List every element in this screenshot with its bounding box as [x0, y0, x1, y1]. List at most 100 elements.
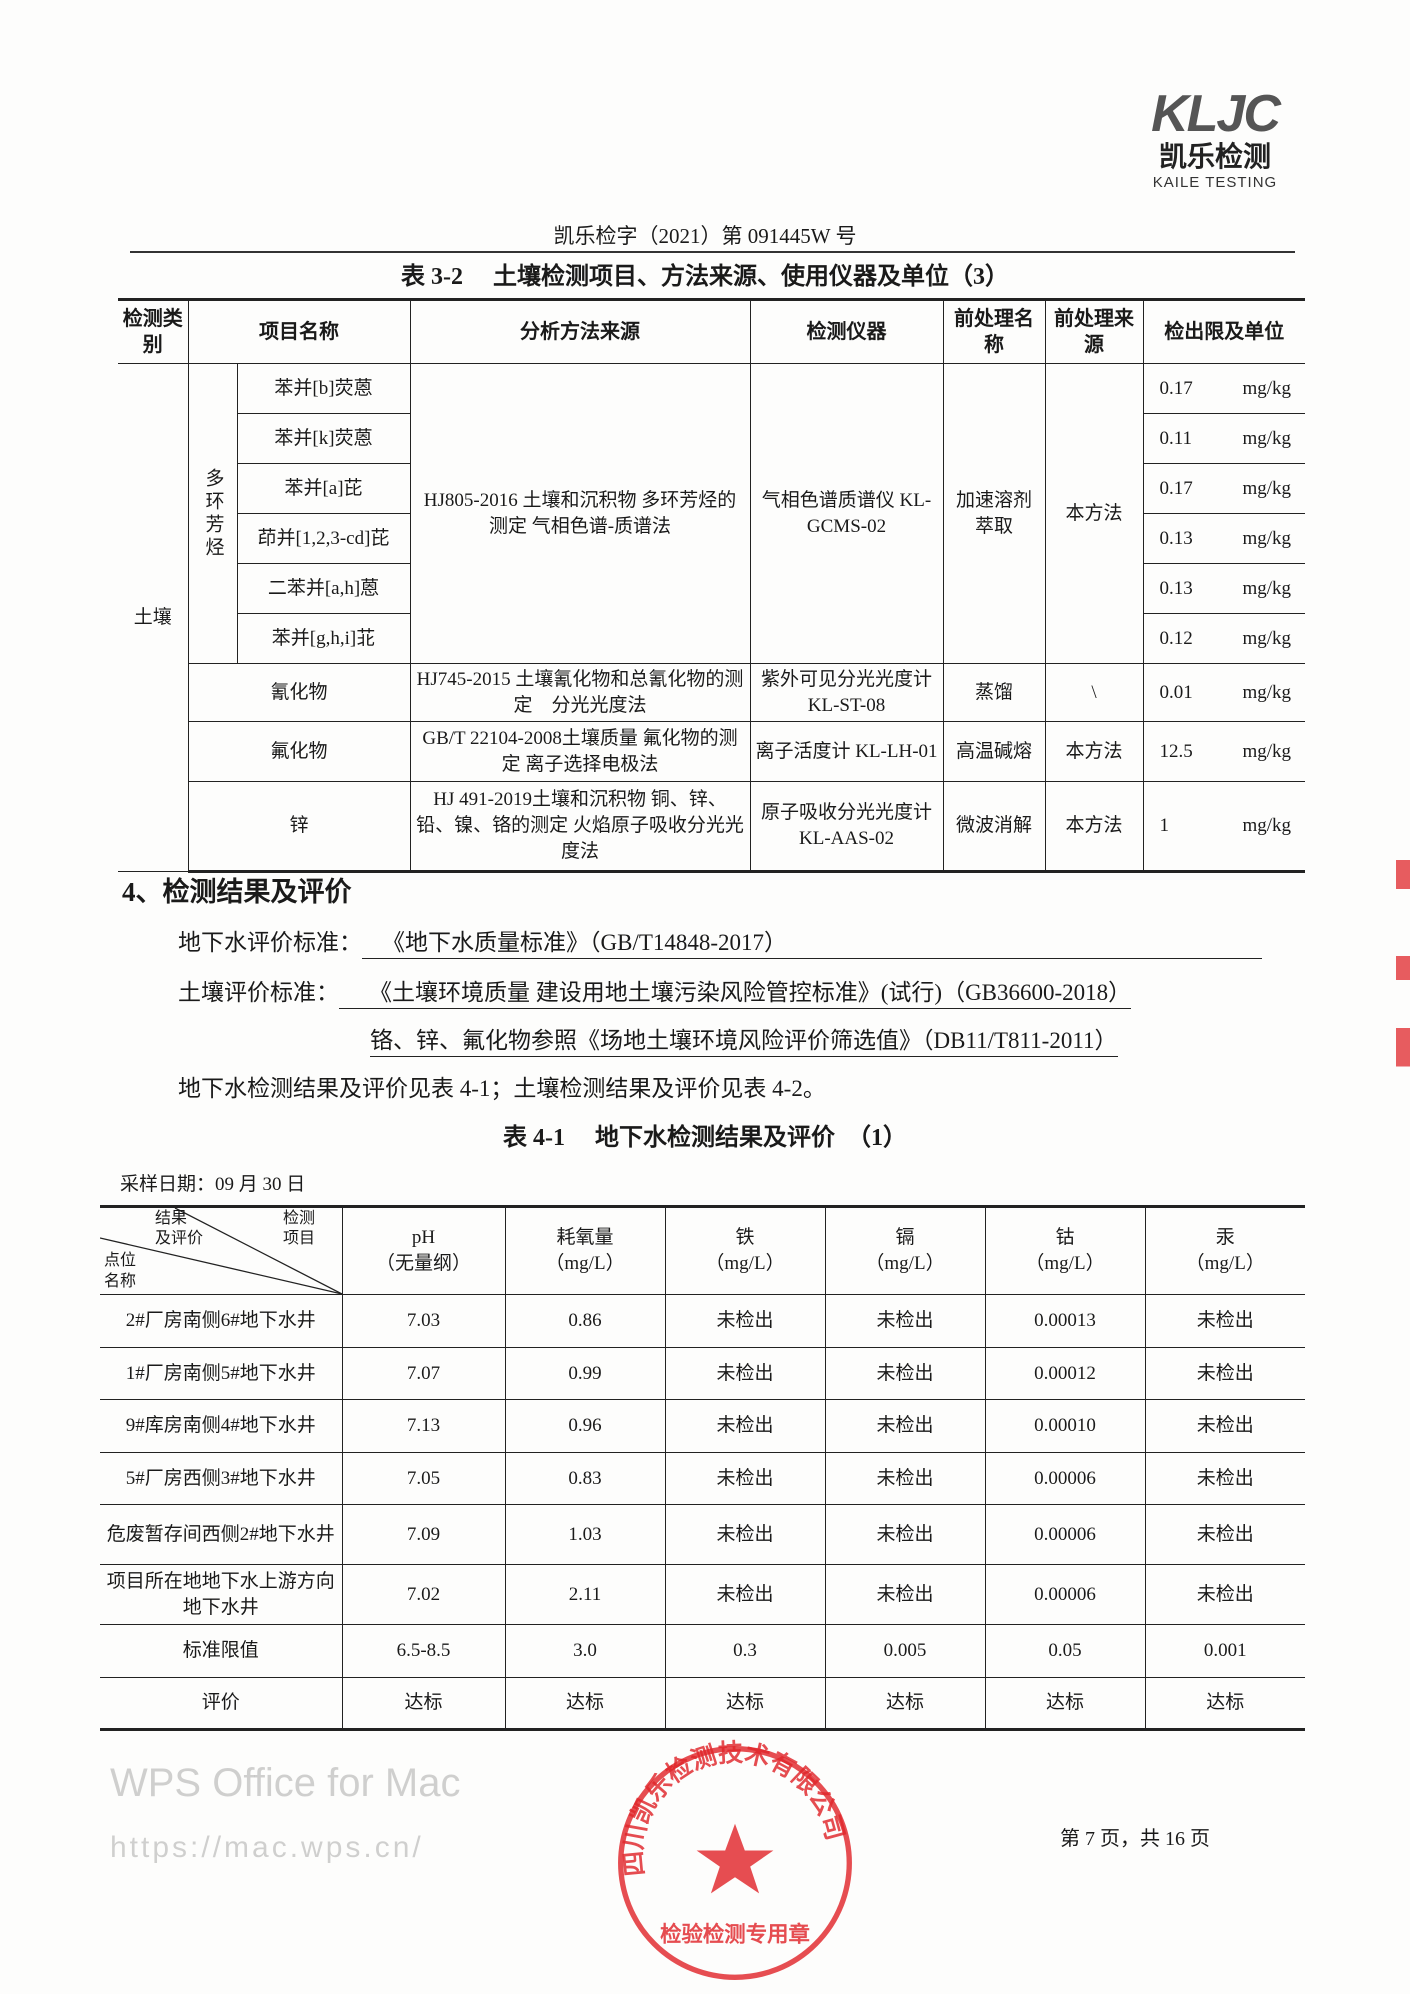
- site-name: 评价: [100, 1677, 343, 1731]
- seam-stamp: [1396, 860, 1410, 1100]
- result-cell: 7.03: [341, 1294, 506, 1348]
- official-stamp: 四川凯乐检测技术有限公司 检验检测专用章: [618, 1738, 852, 1980]
- limit-unit: mg/kg: [1242, 427, 1291, 449]
- result-cell: 0.001: [1144, 1624, 1305, 1678]
- method-cell: HJ 491-2019土壤和沉积物 铜、锌、铅、镍、铬的测定 火焰原子吸收分光光…: [409, 781, 751, 873]
- instrument-cell: 离子活度计 KL-LH-01: [749, 721, 944, 782]
- source-cell: 本方法: [1044, 781, 1144, 873]
- limit-value: 0.01: [1159, 681, 1193, 703]
- limit-cell: 0.01 mg/kg: [1142, 663, 1305, 722]
- result-cell: 未检出: [824, 1294, 986, 1348]
- instrument-cell: 气相色谱质谱仪 KL-GCMS-02: [749, 363, 944, 664]
- document-number: 凯乐检字（2021）第 091445W 号: [553, 224, 857, 248]
- instrument-cell: 紫外可见分光光度计 KL-ST-08: [749, 663, 944, 722]
- site-name: 标准限值: [100, 1624, 343, 1678]
- watermark: WPS Office for Mac: [110, 1761, 461, 1805]
- column-name: pH: [411, 1227, 436, 1248]
- column-header: 汞 （mg/L）: [1144, 1205, 1305, 1295]
- site-name: 项目所在地地下水上游方向地下水井: [100, 1564, 343, 1625]
- column-header: 耗氧量 （mg/L）: [504, 1205, 666, 1295]
- table-row: 土壤 多环芳烃 苯并[b]荧蒽 HJ805-2016 土壤和沉积物 多环芳烃的测…: [118, 363, 1305, 872]
- gw-standard: 地下水评价标准： 《地下水质量标准》（GB/T14848-2017）: [178, 928, 1262, 959]
- result-cell: 0.00006: [984, 1452, 1146, 1505]
- result-cell: 未检出: [1144, 1504, 1305, 1565]
- result-cell: 未检出: [664, 1504, 826, 1565]
- sample-date: 采样日期：09 月 30 日: [120, 1174, 306, 1195]
- result-cell: 未检出: [824, 1504, 986, 1565]
- limit-cell: 0.13 mg/kg: [1142, 563, 1305, 614]
- column-unit: （mg/L）: [1185, 1253, 1265, 1274]
- soil-standard-2: 铬、锌、氟化物参照《场地土壤环境风险评价筛选值》（DB11/T811-2011）: [370, 1026, 1118, 1057]
- soil-standard-value-2: 铬、锌、氟化物参照《场地土壤环境风险评价筛选值》（DB11/T811-2011）: [370, 1026, 1118, 1057]
- table-row: 评价 达标 达标 达标 达标 达标 达标: [100, 1677, 1305, 1731]
- table-row: 茚并[1,2,3-cd]芘 0.13 mg/kg: [118, 513, 1305, 564]
- company-logo: KLJC 凯乐检测 KAILE TESTING: [1135, 88, 1295, 192]
- result-cell: 未检出: [1144, 1564, 1305, 1625]
- result-cell: 0.05: [984, 1624, 1146, 1678]
- result-cell: 6.5-8.5: [341, 1624, 506, 1678]
- item-name: 氰化物: [187, 663, 411, 722]
- site-name: 9#库房南侧4#地下水井: [100, 1399, 343, 1453]
- column-unit: （mg/L）: [1025, 1253, 1105, 1274]
- result-cell: 0.86: [504, 1294, 666, 1348]
- limit-cell: 1 mg/kg: [1142, 781, 1305, 873]
- table-header-row: 检测类别 项目名称 分析方法来源 检测仪器 前处理名称 前处理来源 检出限及单位: [118, 298, 1305, 364]
- table-row: 苯并[k]荧蒽 0.11 mg/kg: [118, 413, 1305, 464]
- table-row: 5#厂房西侧3#地下水井 7.05 0.83 未检出 未检出 0.00006 未检出: [100, 1452, 1305, 1505]
- logo-cn: 凯乐检测: [1158, 140, 1271, 173]
- header-pretreat-source: 前处理来源: [1044, 298, 1144, 364]
- column-header: 铁 （mg/L）: [664, 1205, 826, 1295]
- item-name: 茚并[1,2,3-cd]芘: [236, 513, 411, 564]
- result-cell: 达标: [504, 1677, 666, 1731]
- limit-value: 0.11: [1159, 427, 1193, 449]
- result-cell: 未检出: [664, 1347, 826, 1400]
- item-name: 苯并[g,h,i]苝: [236, 613, 411, 664]
- column-name: 铁: [735, 1227, 755, 1248]
- site-name: 5#厂房西侧3#地下水井: [100, 1452, 343, 1505]
- table-4-1: 结果 及评价 检测 项目 点位 名称 pH （无量纲） 耗氧量 （mg/L） 铁 （m…: [100, 1205, 1305, 1731]
- pretreat-cell: 加速溶剂萃取: [942, 363, 1046, 664]
- method-cell: HJ745-2015 土壤氰化物和总氰化物的测定 分光光度法: [409, 663, 751, 722]
- result-cell: 0.005: [824, 1624, 986, 1678]
- site-name: 1#厂房南侧5#地下水井: [100, 1347, 343, 1400]
- result-cell: 未检出: [824, 1399, 986, 1453]
- table-row: 危废暂存间西侧2#地下水井 7.09 1.03 未检出 未检出 0.00006 未检出: [100, 1504, 1305, 1565]
- column-header: 镉 （mg/L）: [824, 1205, 986, 1295]
- result-cell: 未检出: [1144, 1347, 1305, 1400]
- column-header: pH （无量纲）: [341, 1205, 506, 1295]
- result-cell: 0.3: [664, 1624, 826, 1678]
- table-row: 锌 HJ 491-2019土壤和沉积物 铜、锌、铅、镍、铬的测定 火焰原子吸收分…: [118, 781, 1305, 873]
- result-cell: 0.00006: [984, 1564, 1146, 1625]
- table-4-1-title: 表 4-1 地下水检测结果及评价 （1）: [503, 1125, 907, 1151]
- method-cell: HJ805-2016 土壤和沉积物 多环芳烃的测定 气相色谱-质谱法: [409, 363, 751, 664]
- limit-value: 0.13: [1159, 527, 1193, 549]
- corner-label: 项目: [283, 1230, 316, 1247]
- result-cell: 未检出: [664, 1294, 826, 1348]
- result-cell: 3.0: [504, 1624, 666, 1678]
- table-3-2-title: 表 3-2 土壤检测项目、方法来源、使用仪器及单位（3）: [401, 264, 1009, 290]
- table-row: 标准限值 6.5-8.5 3.0 0.3 0.005 0.05 0.001: [100, 1624, 1305, 1678]
- column-name: 耗氧量: [556, 1227, 614, 1248]
- soil-standard-label: 土壤评价标准：: [178, 980, 339, 1005]
- result-cell: 未检出: [824, 1564, 986, 1625]
- logo-en: KAILE TESTING: [1152, 174, 1278, 191]
- gw-standard-value: 《地下水质量标准》（GB/T14848-2017）: [362, 928, 1262, 959]
- result-cell: 未检出: [824, 1347, 986, 1400]
- corner-label: 检测: [283, 1210, 316, 1227]
- column-name: 镉: [895, 1227, 915, 1248]
- item-name: 氟化物: [187, 721, 411, 782]
- limit-unit: mg/kg: [1242, 815, 1291, 836]
- table-row: 项目所在地地下水上游方向地下水井 7.02 2.11 未检出 未检出 0.00006 未检出: [100, 1564, 1305, 1625]
- table-row: 苯并[a]芘 0.17 mg/kg: [118, 463, 1305, 514]
- watermark-url: https://mac.wps.cn/: [110, 1831, 424, 1864]
- result-cell: 达标: [1144, 1677, 1305, 1731]
- group-label: 多环芳烃: [202, 467, 224, 560]
- result-cell: 0.83: [504, 1452, 666, 1505]
- limit-unit: mg/kg: [1242, 577, 1291, 599]
- limit-unit: mg/kg: [1242, 527, 1291, 549]
- limit-unit: mg/kg: [1242, 377, 1291, 399]
- result-cell: 0.00012: [984, 1347, 1146, 1400]
- results-summary: 地下水检测结果及评价见表 4-1；土壤检测结果及评价见表 4-2。: [178, 1076, 826, 1101]
- stamp-star-icon: [696, 1823, 774, 1894]
- category-cell: 土壤: [118, 363, 189, 872]
